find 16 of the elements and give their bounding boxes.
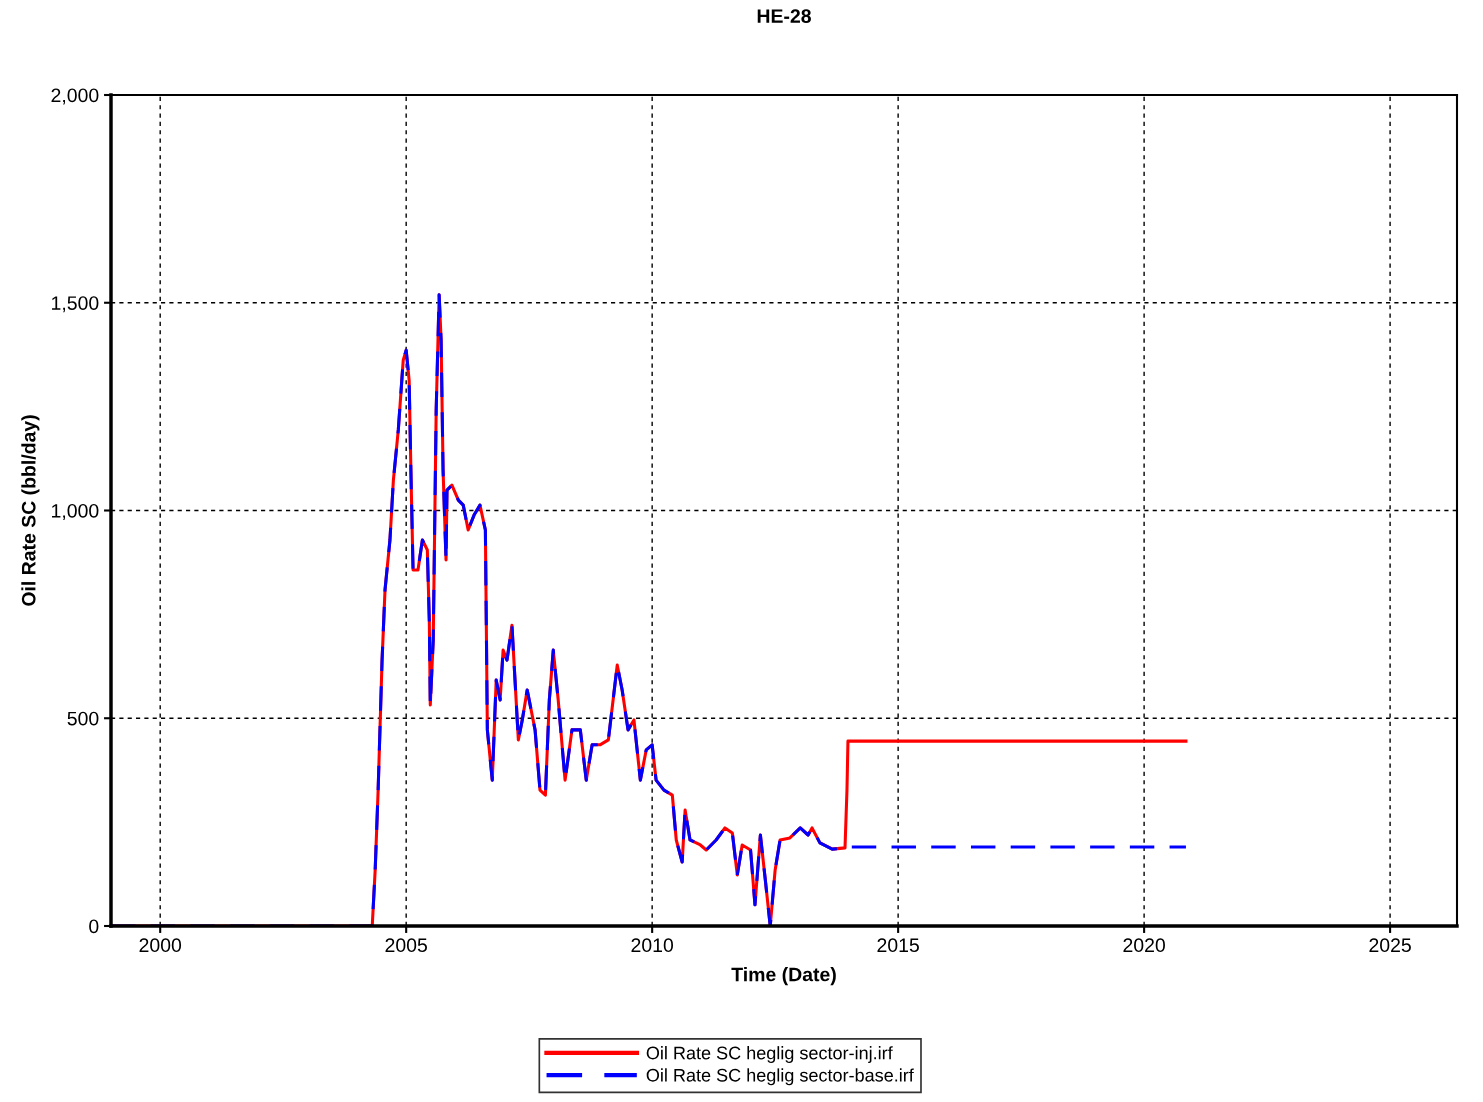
y-tick-label: 2,000: [51, 88, 99, 105]
legend-label: Oil Rate SC heglig sector-inj.irf: [646, 1046, 893, 1063]
x-tick-label: 2025: [1369, 938, 1411, 953]
y-tick-label: 1,000: [52, 503, 99, 521]
y-tick-label: 0: [89, 919, 99, 934]
chart-title: HE-28: [757, 9, 811, 23]
y-tick-label: 1,500: [52, 296, 99, 313]
x-tick-label: 2015: [877, 938, 919, 953]
x-tick-label: 2010: [631, 938, 674, 953]
x-axis-title: Time (Date): [731, 967, 836, 986]
y-axis-title: Oil Rate SC (bbl/day): [21, 415, 40, 606]
y-tick-label: 500: [67, 711, 99, 726]
x-tick-label: 2005: [385, 938, 427, 953]
legend-label: Oil Rate SC heglig sector-base.irf: [646, 1068, 914, 1086]
x-tick-label: 2020: [1123, 938, 1165, 953]
x-tick-label: 2000: [139, 938, 182, 953]
